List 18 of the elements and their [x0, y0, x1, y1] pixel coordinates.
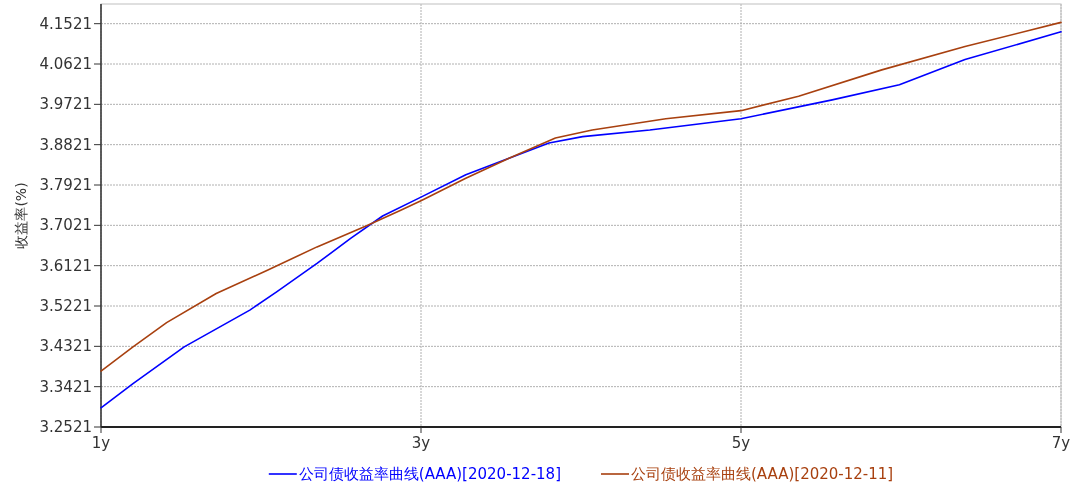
y-axis-title: 收益率(%) — [13, 182, 29, 249]
y-tick-label: 3.3421 — [39, 377, 92, 396]
x-tick-label: 3y — [411, 434, 431, 452]
x-tick-label: 5y — [731, 434, 751, 452]
y-tick-label: 4.0621 — [39, 55, 92, 74]
legend-label: 公司债收益率曲线(AAA)[2020-12-11] — [631, 465, 894, 483]
y-tick-label: 3.7021 — [39, 216, 92, 235]
y-tick-label: 3.5221 — [39, 297, 92, 315]
y-tick-label: 4.1521 — [39, 14, 92, 33]
y-tick-label: 3.8821 — [39, 135, 92, 154]
y-tick-label: 3.4321 — [39, 337, 92, 356]
y-tick-label: 3.7921 — [39, 176, 92, 194]
y-tick-label: 3.2521 — [39, 418, 92, 436]
x-tick-label: 7y — [1051, 434, 1071, 452]
x-tick-label: 1y — [91, 434, 111, 452]
y-tick-label: 3.9721 — [39, 95, 92, 114]
legend-label: 公司债收益率曲线(AAA)[2020-12-18] — [298, 465, 561, 483]
y-tick-label: 3.6121 — [39, 256, 92, 275]
